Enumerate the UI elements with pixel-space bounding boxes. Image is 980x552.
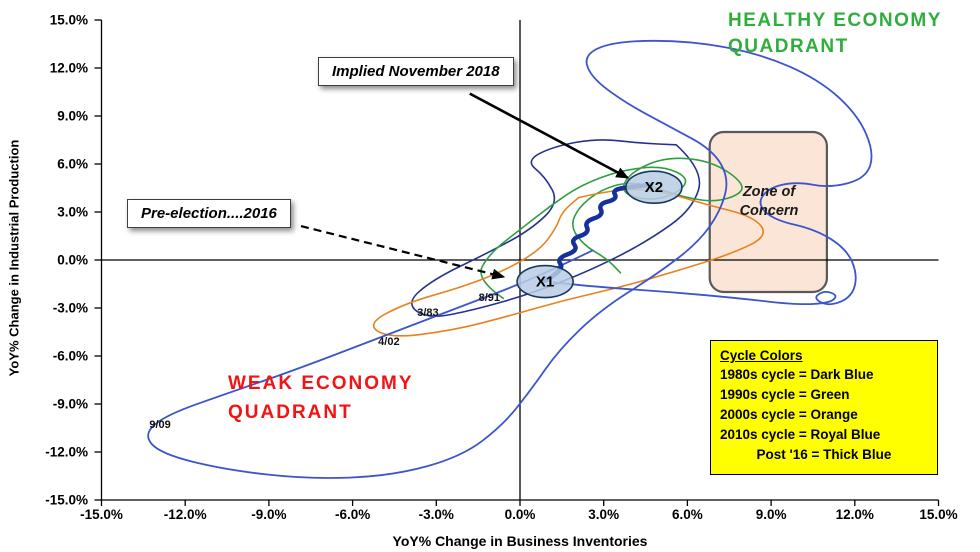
x-tick-label: -12.0% bbox=[163, 507, 207, 522]
weak-quadrant-line1: WEAK ECONOMY bbox=[228, 373, 414, 394]
healthy-quadrant-line2: QUADRANT bbox=[728, 36, 849, 57]
y-tick-label: 12.0% bbox=[49, 60, 88, 76]
cycle-date-label: 4/02 bbox=[378, 335, 400, 348]
series-2010s-cycle bbox=[147, 39, 873, 479]
x-tick-label: -9.0% bbox=[251, 507, 287, 522]
callout-pre-election-2016: Pre-election....2016 bbox=[127, 199, 291, 228]
x-tick-label: -6.0% bbox=[334, 507, 371, 522]
marker-x2 bbox=[625, 170, 683, 204]
x-tick-label: -15.0% bbox=[80, 507, 123, 522]
callout-implied-november-2018: Implied November 2018 bbox=[318, 57, 514, 86]
y-tick-label: 6.0% bbox=[57, 156, 88, 172]
series-post-16 bbox=[542, 182, 654, 284]
y-tick-label: 0.0% bbox=[57, 252, 88, 268]
legend-item: Post '16 = Thick Blue bbox=[756, 447, 892, 462]
series-1990s-cycle bbox=[480, 157, 743, 300]
x-tick-label: 15.0% bbox=[919, 507, 958, 522]
x-axis-title: YoY% Change in Business Inventories bbox=[392, 533, 648, 549]
zone-of-concern-label: Zone of Concern bbox=[711, 183, 827, 221]
zone-of-concern-box bbox=[708, 130, 828, 294]
legend-items: 1980s cycle = Dark Blue 1990s cycle = Gre… bbox=[720, 365, 928, 465]
cycle-colors-legend: Cycle Colors 1980s cycle = Dark Blue 1990… bbox=[710, 340, 938, 475]
y-tick-label: -6.0% bbox=[52, 348, 88, 364]
annotation-arrow-0 bbox=[469, 92, 630, 179]
x-tick-label: 0.0% bbox=[504, 507, 536, 522]
weak-quadrant-line2: QUADRANT bbox=[228, 402, 353, 423]
legend-item: 2000s cycle = Orange bbox=[720, 407, 858, 422]
marker-x1-label: X1 bbox=[536, 274, 554, 291]
x-tick-label: 9.0% bbox=[755, 507, 787, 522]
legend-item: 2010s cycle = Royal Blue bbox=[720, 427, 881, 442]
y-tick-label: 9.0% bbox=[57, 108, 88, 124]
callout-pre-election-text: Pre-election....2016 bbox=[141, 205, 277, 222]
y-tick-label: -12.0% bbox=[45, 444, 88, 460]
x-tick-label: 6.0% bbox=[672, 507, 703, 522]
series-1980s-cycle bbox=[411, 139, 701, 317]
cycle-date-label: 9/09 bbox=[149, 418, 171, 431]
legend-item: 1980s cycle = Dark Blue bbox=[720, 367, 874, 382]
weak-economy-quadrant-label: WEAK ECONOMY QUADRANT bbox=[228, 369, 414, 427]
zone-label-line2: Concern bbox=[739, 203, 799, 219]
zone-label-line1: Zone of bbox=[742, 184, 796, 200]
healthy-quadrant-line1: HEALTHY ECONOMY bbox=[728, 10, 942, 31]
y-tick-label: -15.0% bbox=[45, 492, 88, 508]
y-tick-label: 3.0% bbox=[57, 204, 88, 220]
cycle-date-label: 3/83 bbox=[417, 306, 439, 319]
series-2000s-cycle bbox=[372, 188, 765, 337]
legend-title: Cycle Colors bbox=[720, 348, 803, 363]
healthy-economy-quadrant-label: HEALTHY ECONOMY QUADRANT bbox=[728, 8, 942, 60]
x-tick-label: -3.0% bbox=[418, 507, 454, 522]
legend-item: 1990s cycle = Green bbox=[720, 387, 850, 402]
marker-x2-label: X2 bbox=[645, 179, 663, 196]
cycle-date-label: 8/91 bbox=[478, 292, 501, 305]
y-tick-label: 15.0% bbox=[49, 12, 88, 28]
annotation-arrow-1 bbox=[300, 225, 506, 280]
y-tick-label: -3.0% bbox=[52, 300, 88, 316]
y-tick-label: -9.0% bbox=[52, 396, 88, 412]
x-tick-label: 12.0% bbox=[835, 507, 874, 522]
x-tick-label: 3.0% bbox=[588, 507, 620, 522]
marker-x1 bbox=[516, 264, 574, 299]
callout-implied-text: Implied November 2018 bbox=[332, 63, 500, 80]
